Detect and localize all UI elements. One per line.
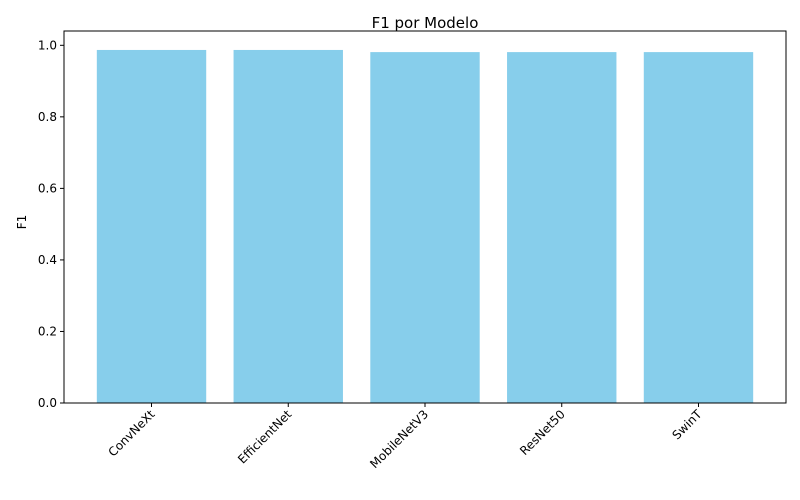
- y-tick-label: 0.4: [38, 253, 57, 267]
- y-tick-label: 0.0: [38, 396, 57, 410]
- y-axis: 0.0 0.2 0.4 0.6 0.8 1.0: [38, 38, 64, 410]
- y-axis-label: F1: [15, 215, 29, 230]
- y-tick-label: 0.8: [38, 110, 57, 124]
- x-axis: ConvNeXt EfficientNet MobileNetV3 ResNet50 S…: [106, 403, 705, 471]
- x-tick-label: EfficientNet: [235, 407, 295, 467]
- x-tick-label: ResNet50: [517, 407, 568, 458]
- chart-title: F1 por Modelo: [372, 14, 479, 32]
- bar-swint: [643, 52, 754, 403]
- x-tick-label: MobileNetV3: [367, 407, 431, 471]
- bar-efficientnet: [233, 49, 343, 403]
- x-tick-label: SwinT: [669, 407, 705, 443]
- y-tick-label: 1.0: [38, 38, 57, 52]
- bar-convnext: [96, 49, 207, 403]
- bar-mobilenetv3: [370, 52, 480, 403]
- bar-resnet50: [507, 52, 617, 403]
- bars-group: [96, 49, 754, 403]
- y-tick-label: 0.2: [38, 324, 57, 338]
- y-tick-label: 0.6: [38, 181, 57, 195]
- plot-frame: [63, 30, 787, 404]
- x-tick-label: ConvNeXt: [106, 407, 158, 459]
